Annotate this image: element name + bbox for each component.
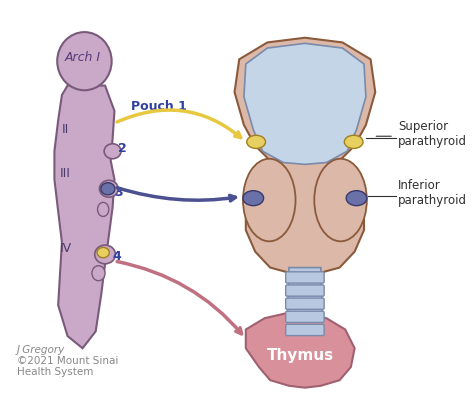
Ellipse shape (243, 190, 264, 206)
Ellipse shape (97, 247, 109, 258)
Text: 2: 2 (118, 142, 127, 155)
Text: J Gregory: J Gregory (17, 344, 65, 354)
Ellipse shape (314, 159, 367, 241)
Text: IV: IV (60, 242, 72, 255)
Ellipse shape (95, 245, 115, 264)
FancyBboxPatch shape (286, 285, 324, 296)
Text: 4: 4 (113, 250, 121, 263)
PathPatch shape (246, 313, 355, 388)
Text: Health System: Health System (17, 367, 93, 377)
Text: Pouch 1: Pouch 1 (131, 100, 187, 113)
Text: Arch I: Arch I (64, 51, 100, 64)
Ellipse shape (100, 180, 118, 197)
Ellipse shape (98, 203, 109, 217)
Ellipse shape (101, 183, 115, 195)
FancyBboxPatch shape (286, 272, 324, 283)
PathPatch shape (235, 38, 375, 277)
Ellipse shape (243, 159, 295, 241)
Text: II: II (62, 123, 69, 136)
Ellipse shape (57, 32, 112, 90)
Ellipse shape (344, 135, 363, 148)
Text: Thymus: Thymus (267, 348, 334, 363)
PathPatch shape (55, 85, 114, 348)
FancyBboxPatch shape (286, 324, 324, 336)
Text: Superior
parathyroid: Superior parathyroid (398, 120, 467, 148)
PathPatch shape (287, 267, 323, 336)
Ellipse shape (247, 135, 265, 148)
Text: Inferior
parathyroid: Inferior parathyroid (398, 178, 467, 207)
FancyBboxPatch shape (286, 311, 324, 322)
Ellipse shape (92, 266, 105, 281)
FancyBboxPatch shape (286, 298, 324, 309)
Ellipse shape (104, 144, 121, 159)
Text: ©2021 Mount Sinai: ©2021 Mount Sinai (17, 356, 118, 366)
Text: III: III (60, 167, 71, 180)
Ellipse shape (346, 190, 367, 206)
Text: 3: 3 (114, 186, 123, 199)
PathPatch shape (244, 43, 366, 164)
